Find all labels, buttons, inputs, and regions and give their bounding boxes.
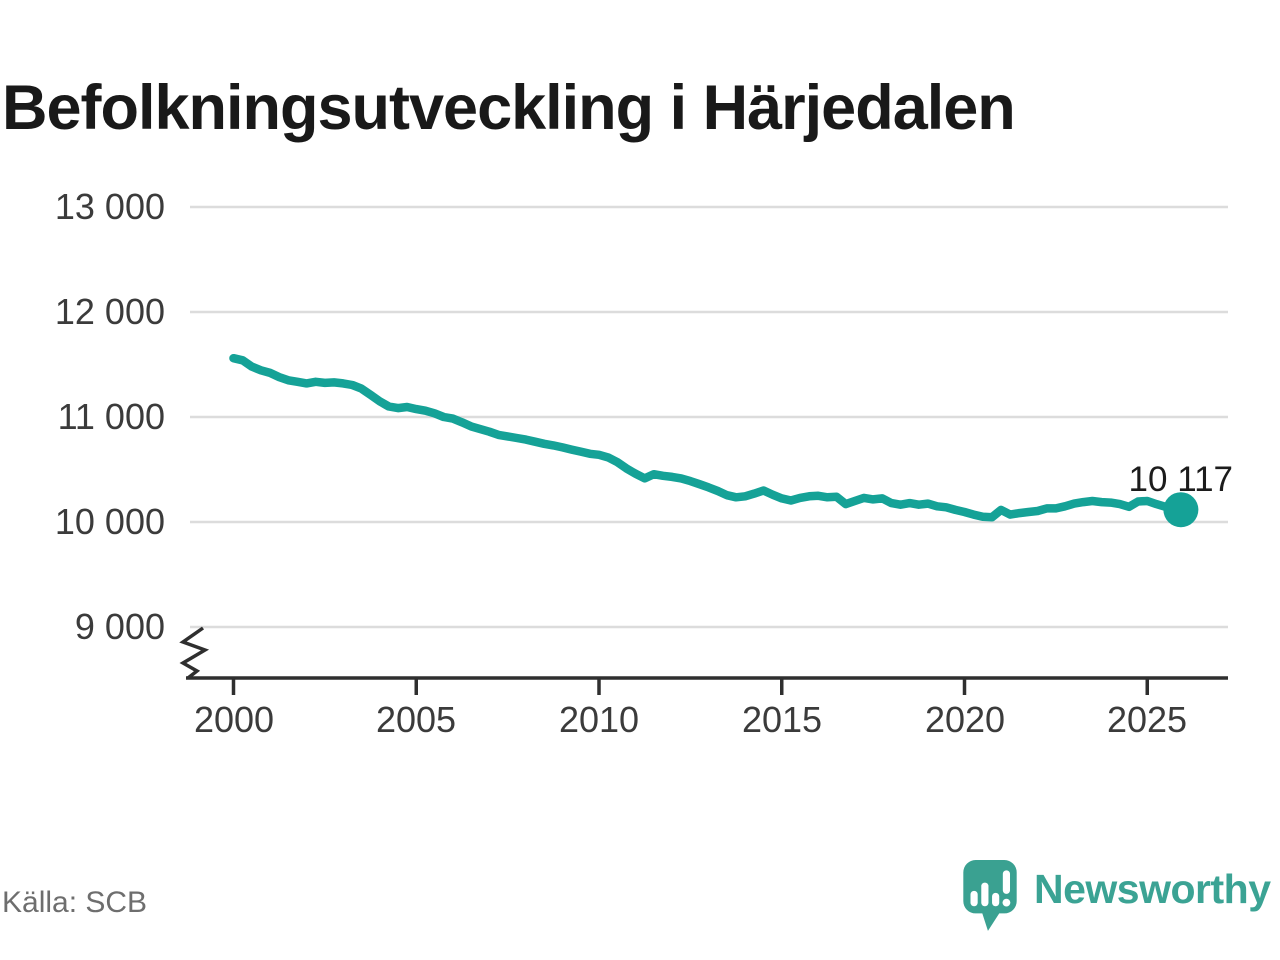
y-axis-tick-label: 11 000: [57, 396, 165, 437]
x-axis-tick-label: 2010: [558, 699, 640, 740]
y-axis-tick-label: 10 000: [54, 501, 165, 542]
y-axis-tick-label: 12 000: [54, 291, 165, 332]
x-axis-tick-label: 2015: [741, 699, 823, 740]
x-axis-tick-label: 2020: [924, 699, 1006, 740]
newsworthy-logo: Newsworthy: [958, 858, 1271, 936]
chart-title: Befolkningsutveckling i Härjedalen: [2, 73, 1016, 144]
y-axis-tick-label: 9 000: [74, 606, 165, 647]
x-axis-tick-label: 2005: [375, 699, 457, 740]
y-axis-tick-label: 13 000: [54, 186, 165, 227]
source-label: Källa: SCB: [2, 886, 148, 919]
end-value-label: 10 117: [1128, 460, 1233, 499]
newsworthy-logo-icon: [963, 860, 1017, 931]
newsworthy-logo-text: Newsworthy: [1034, 866, 1271, 912]
x-axis-tick-label: 2000: [193, 699, 275, 740]
x-axis-tick-label: 2025: [1106, 699, 1188, 740]
